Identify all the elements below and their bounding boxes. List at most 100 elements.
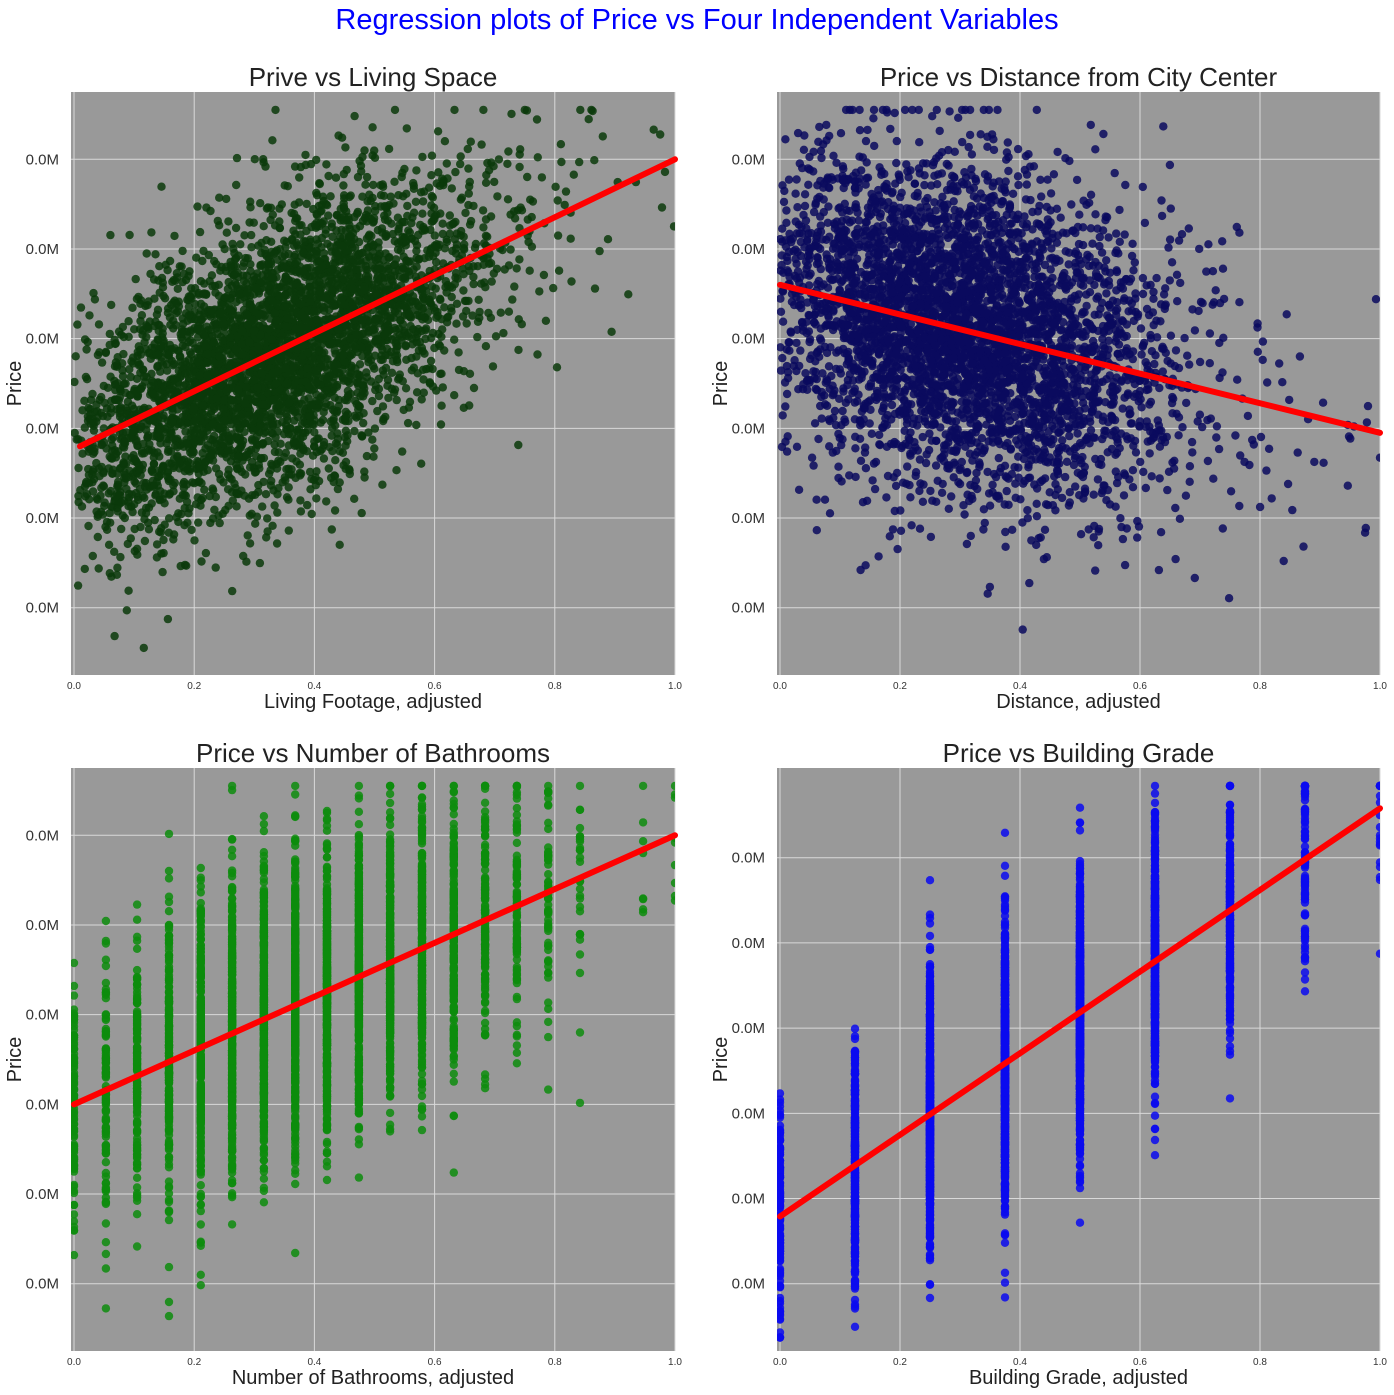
data-point <box>158 567 167 577</box>
data-point <box>131 488 141 498</box>
data-point <box>281 476 290 485</box>
data-point <box>552 363 562 372</box>
data-point <box>388 277 397 286</box>
data-point <box>164 351 173 360</box>
data-point <box>190 536 199 545</box>
data-point <box>281 243 290 252</box>
data-point <box>208 484 217 493</box>
data-point <box>471 239 481 249</box>
data-point <box>330 506 340 515</box>
data-point <box>278 418 287 427</box>
data-point <box>460 245 469 254</box>
data-point <box>319 303 329 312</box>
data-point <box>246 260 255 269</box>
data-point <box>442 159 451 168</box>
data-point <box>223 485 233 494</box>
data-point <box>243 531 252 540</box>
data-point <box>215 518 224 528</box>
data-point <box>319 437 329 447</box>
data-point <box>483 232 492 241</box>
data-point <box>450 335 459 344</box>
data-point <box>81 372 91 382</box>
data-point <box>465 369 475 378</box>
data-point <box>303 364 312 373</box>
data-point <box>286 258 295 267</box>
data-point <box>247 509 256 518</box>
data-point <box>303 348 313 357</box>
data-point <box>148 416 157 425</box>
data-point <box>284 398 294 407</box>
data-point <box>125 365 134 374</box>
data-point <box>825 442 834 451</box>
data-point <box>106 230 115 240</box>
data-point <box>209 359 219 368</box>
data-point <box>406 321 415 331</box>
data-point <box>358 351 367 361</box>
data-point <box>89 426 99 435</box>
data-point <box>481 178 491 187</box>
data-point <box>184 311 194 320</box>
data-point <box>374 391 384 401</box>
data-point <box>270 249 279 258</box>
data-point <box>187 525 196 535</box>
data-point <box>861 464 871 473</box>
data-point <box>153 351 162 360</box>
data-point <box>241 419 250 428</box>
data-point <box>369 180 378 190</box>
data-point <box>364 316 373 326</box>
data-point <box>1208 267 1218 276</box>
data-point <box>407 219 416 228</box>
data-point <box>437 369 446 378</box>
data-point <box>412 253 421 263</box>
data-point <box>468 311 477 320</box>
data-point <box>128 353 138 362</box>
data-point <box>101 348 111 358</box>
data-point <box>268 210 277 219</box>
data-point <box>358 316 367 325</box>
data-point <box>378 402 388 411</box>
data-point <box>133 550 142 559</box>
data-point <box>106 372 115 381</box>
x-tick-label: 0.6 <box>428 681 442 692</box>
data-point <box>132 544 142 553</box>
data-point <box>350 396 360 406</box>
data-point <box>366 214 375 224</box>
x-tick-label: 0.0 <box>67 681 81 692</box>
data-point <box>361 336 370 345</box>
data-point <box>317 262 327 271</box>
data-point <box>450 391 459 400</box>
data-point <box>418 209 427 218</box>
data-point <box>335 540 344 549</box>
data-point <box>338 275 347 284</box>
data-point <box>173 284 182 293</box>
data-point <box>134 292 143 302</box>
data-point <box>115 408 124 418</box>
data-point <box>135 464 144 474</box>
data-point <box>342 344 351 353</box>
data-point <box>198 401 208 410</box>
data-point <box>245 463 255 472</box>
data-point <box>438 219 447 228</box>
data-point <box>473 332 482 342</box>
data-point <box>312 467 321 476</box>
data-point <box>232 180 241 190</box>
data-point <box>466 137 475 146</box>
data-point <box>210 505 219 514</box>
data-point <box>232 332 242 341</box>
data-point <box>1362 418 1372 427</box>
data-point <box>80 423 90 432</box>
data-point <box>887 400 897 410</box>
data-point <box>268 521 277 530</box>
data-point <box>287 470 296 479</box>
data-point <box>122 428 131 437</box>
data-point <box>195 371 204 380</box>
data-point <box>286 287 295 296</box>
data-point <box>116 387 125 396</box>
data-point <box>156 367 165 376</box>
data-point <box>1177 230 1187 239</box>
data-point <box>338 448 348 457</box>
data-point <box>107 404 116 413</box>
data-point <box>350 426 359 436</box>
data-point <box>226 261 235 270</box>
